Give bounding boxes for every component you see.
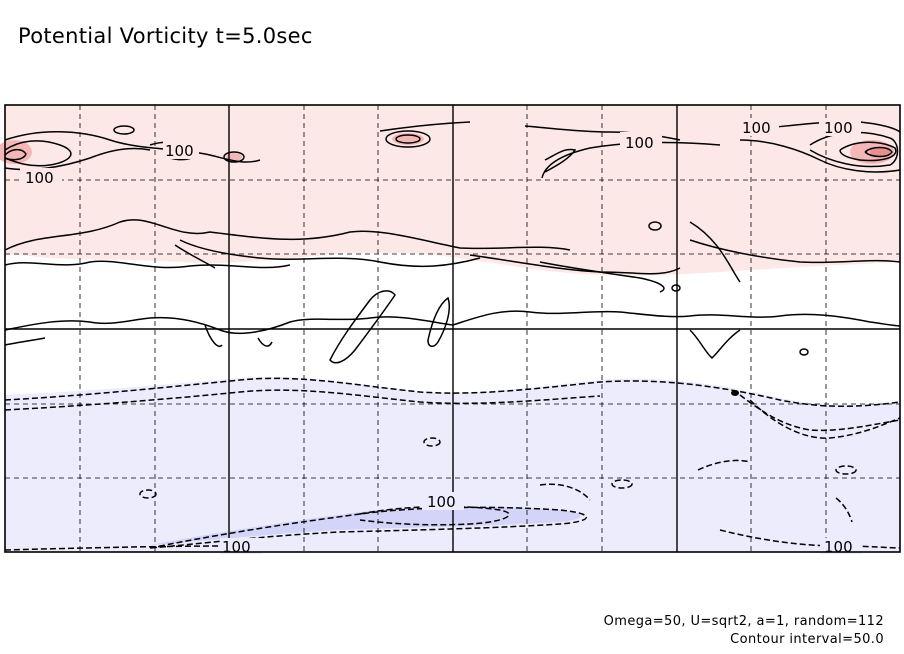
contour-interval-annotation: Contour interval=50.0 bbox=[730, 632, 884, 647]
major-grid-lines bbox=[5, 105, 900, 552]
plot-frame bbox=[4, 104, 901, 553]
negative-eddy-dot bbox=[731, 390, 739, 396]
negative-contours bbox=[4, 377, 901, 551]
positive-core-left bbox=[0, 140, 32, 164]
contour-label: 100 bbox=[25, 169, 54, 187]
contour-label: 100 bbox=[625, 134, 654, 152]
contour-label: 100 bbox=[222, 538, 251, 556]
contour-label: 100 bbox=[165, 142, 194, 160]
grid-lines bbox=[5, 105, 900, 552]
parameters-annotation: Omega=50, U=sqrt2, a=1, random=112 bbox=[603, 614, 884, 629]
contour-label: 100 bbox=[427, 493, 456, 511]
negative-streak bbox=[150, 506, 581, 545]
zero-contours bbox=[4, 284, 901, 364]
positive-core-right-inner bbox=[870, 147, 890, 157]
contour-labels: 100 100 100 100 100 100 100 100 bbox=[20, 118, 862, 556]
contour-label: 100 bbox=[742, 119, 771, 137]
contour-label: 100 bbox=[824, 538, 853, 556]
chart-title: Potential Vorticity t=5.0sec bbox=[18, 24, 313, 48]
positive-eddy-small bbox=[226, 153, 242, 161]
contour-label: 100 bbox=[824, 119, 853, 137]
